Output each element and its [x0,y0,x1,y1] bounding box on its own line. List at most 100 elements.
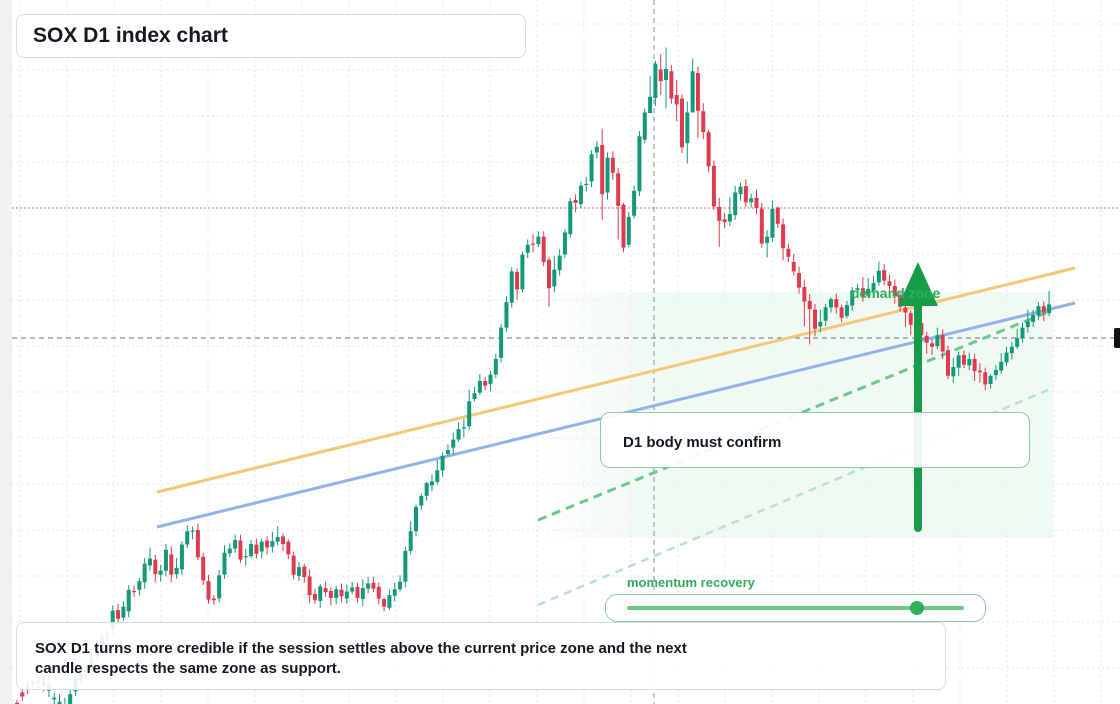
candle [307,569,312,604]
candle [440,452,445,477]
candle [483,376,488,391]
candle-body [983,372,988,385]
candle [1025,309,1030,333]
momentum-meter [605,594,986,622]
candle-body [265,540,270,548]
candle [648,75,653,114]
candle [813,303,817,337]
candle-body [249,543,254,557]
candle [908,310,913,335]
candle-body [951,367,956,377]
candle [435,459,440,485]
candle-body [802,287,807,302]
candle-body [110,610,115,630]
candle-body [243,556,248,558]
candle-body [648,96,653,114]
candle [350,581,355,594]
candle-body [472,393,477,399]
candle-body [658,69,663,82]
candle [217,570,222,603]
candle-body [376,586,381,599]
candle [711,160,716,210]
candle-body [281,536,285,544]
candle [946,345,950,380]
candle [281,533,285,551]
candle-body [935,335,940,347]
candle-body [850,290,855,306]
candle-body [765,236,770,243]
candle-body [382,599,387,607]
candle [499,324,504,363]
candle [515,268,520,300]
candle-body [924,335,929,343]
candle-body [562,232,567,255]
candle-body [999,361,1004,371]
candle [419,493,424,510]
candle-body [818,321,823,327]
candle [903,303,908,328]
candle [770,200,775,242]
candle-body [254,544,259,554]
candle-body [148,558,152,566]
candle-body [637,136,642,192]
candle [786,243,791,263]
price-axis-tag [1114,328,1120,348]
candle [584,176,589,192]
candle [685,101,690,164]
candle [291,551,296,580]
candle-body [642,112,647,140]
candle-body [690,71,695,113]
candle [871,276,876,296]
candle [238,534,243,564]
candle-body [727,213,732,222]
demand-zone-label: demand zone [851,285,941,301]
candle-body [456,429,461,440]
candle-body [142,563,147,583]
candle [1031,309,1036,328]
candle-body [855,288,860,290]
candle-body [823,307,828,321]
candle [265,536,270,555]
candle [467,389,472,430]
candle-body [451,439,456,448]
candle [126,585,131,618]
candle [477,374,482,395]
candle-body [312,593,317,601]
candle [605,152,610,200]
candle [20,688,25,702]
candle-body [211,598,216,601]
candle-body [483,381,488,386]
candle-body [488,374,493,384]
candle-body [68,694,73,704]
confirm-callout-text: D1 body must confirm [623,434,782,451]
candle-body [754,197,759,209]
candle-body [733,192,738,216]
candle-body [722,219,727,223]
analysis-note-text: SOX D1 turns more credible if the sessio… [35,640,687,677]
candle [275,526,280,546]
candle [924,331,929,354]
candle-body [238,540,243,560]
candle [759,202,764,248]
candle-body [360,588,365,600]
candle-body [706,132,711,167]
momentum-thumb [909,601,924,615]
candle [887,274,892,292]
candle-body [440,455,445,471]
candle-body [770,208,775,238]
candle-body [291,555,296,575]
candle [743,179,748,207]
candle-body [616,173,621,206]
candle-body [270,541,275,547]
candle [243,548,248,567]
candle [254,538,259,559]
candle [536,231,541,248]
candle-body [414,506,418,532]
confirm-callout: D1 body must confirm [600,412,1030,468]
candle [339,583,344,603]
candle-body [844,305,849,317]
candle [977,363,982,383]
candle [988,374,993,389]
candle-body [547,259,551,289]
candle-body [20,692,25,697]
